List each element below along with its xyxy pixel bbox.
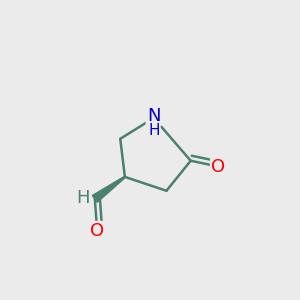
Text: N: N	[147, 107, 160, 125]
Text: O: O	[212, 158, 226, 175]
Text: O: O	[90, 222, 104, 240]
Polygon shape	[92, 176, 125, 202]
Text: H: H	[76, 189, 90, 207]
Text: H: H	[148, 123, 160, 138]
